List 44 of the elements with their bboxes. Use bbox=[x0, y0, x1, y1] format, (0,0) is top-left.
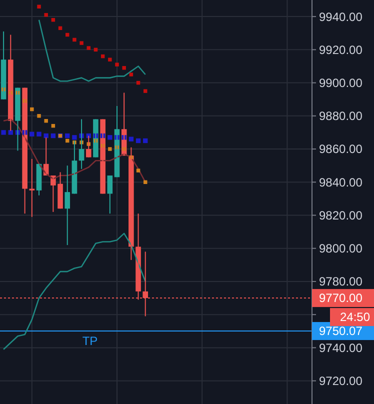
y-tick-label: 9800.00 bbox=[319, 242, 363, 256]
line-series bbox=[38, 19, 146, 82]
point bbox=[136, 138, 141, 144]
point bbox=[115, 62, 119, 66]
y-tick-label: 9840.00 bbox=[319, 175, 363, 190]
point bbox=[72, 38, 76, 42]
point bbox=[37, 114, 41, 118]
point bbox=[122, 66, 126, 70]
point bbox=[1, 130, 6, 135]
point bbox=[108, 147, 112, 151]
y-tick-label: 9820.00 bbox=[319, 208, 363, 222]
point bbox=[72, 135, 77, 140]
point bbox=[128, 136, 134, 142]
ref-line-label: 9750.07 bbox=[319, 324, 363, 338]
point bbox=[8, 130, 13, 135]
point bbox=[50, 133, 56, 138]
text: 24:50 bbox=[340, 310, 370, 324]
line-series bbox=[2, 232, 146, 350]
y-tick-label: 9900.00 bbox=[319, 76, 363, 90]
ref-line-label: 9770.00 bbox=[319, 291, 363, 306]
point bbox=[136, 168, 140, 172]
point bbox=[44, 133, 48, 138]
y-tick-label: 9720.00 bbox=[319, 374, 363, 388]
y-tick-label: 9860.00 bbox=[319, 142, 363, 156]
point bbox=[30, 107, 34, 112]
point bbox=[143, 89, 148, 93]
y-tick-label: 9940.00 bbox=[319, 10, 363, 24]
point bbox=[108, 58, 112, 62]
point bbox=[143, 138, 148, 144]
point bbox=[36, 132, 42, 136]
point bbox=[44, 119, 48, 123]
point bbox=[30, 132, 34, 136]
point bbox=[80, 41, 84, 45]
y-tick-label: 9880.00 bbox=[319, 109, 363, 124]
point bbox=[37, 4, 41, 8]
annotation: TP bbox=[82, 334, 98, 348]
point bbox=[86, 46, 91, 50]
y-tick-label: 9740.00 bbox=[319, 340, 363, 355]
point bbox=[65, 133, 70, 138]
point bbox=[108, 135, 112, 140]
y-tick-label: 9920.00 bbox=[319, 42, 363, 57]
y-tick-label: 9780.00 bbox=[319, 274, 363, 289]
point bbox=[44, 13, 48, 17]
point bbox=[129, 72, 134, 76]
